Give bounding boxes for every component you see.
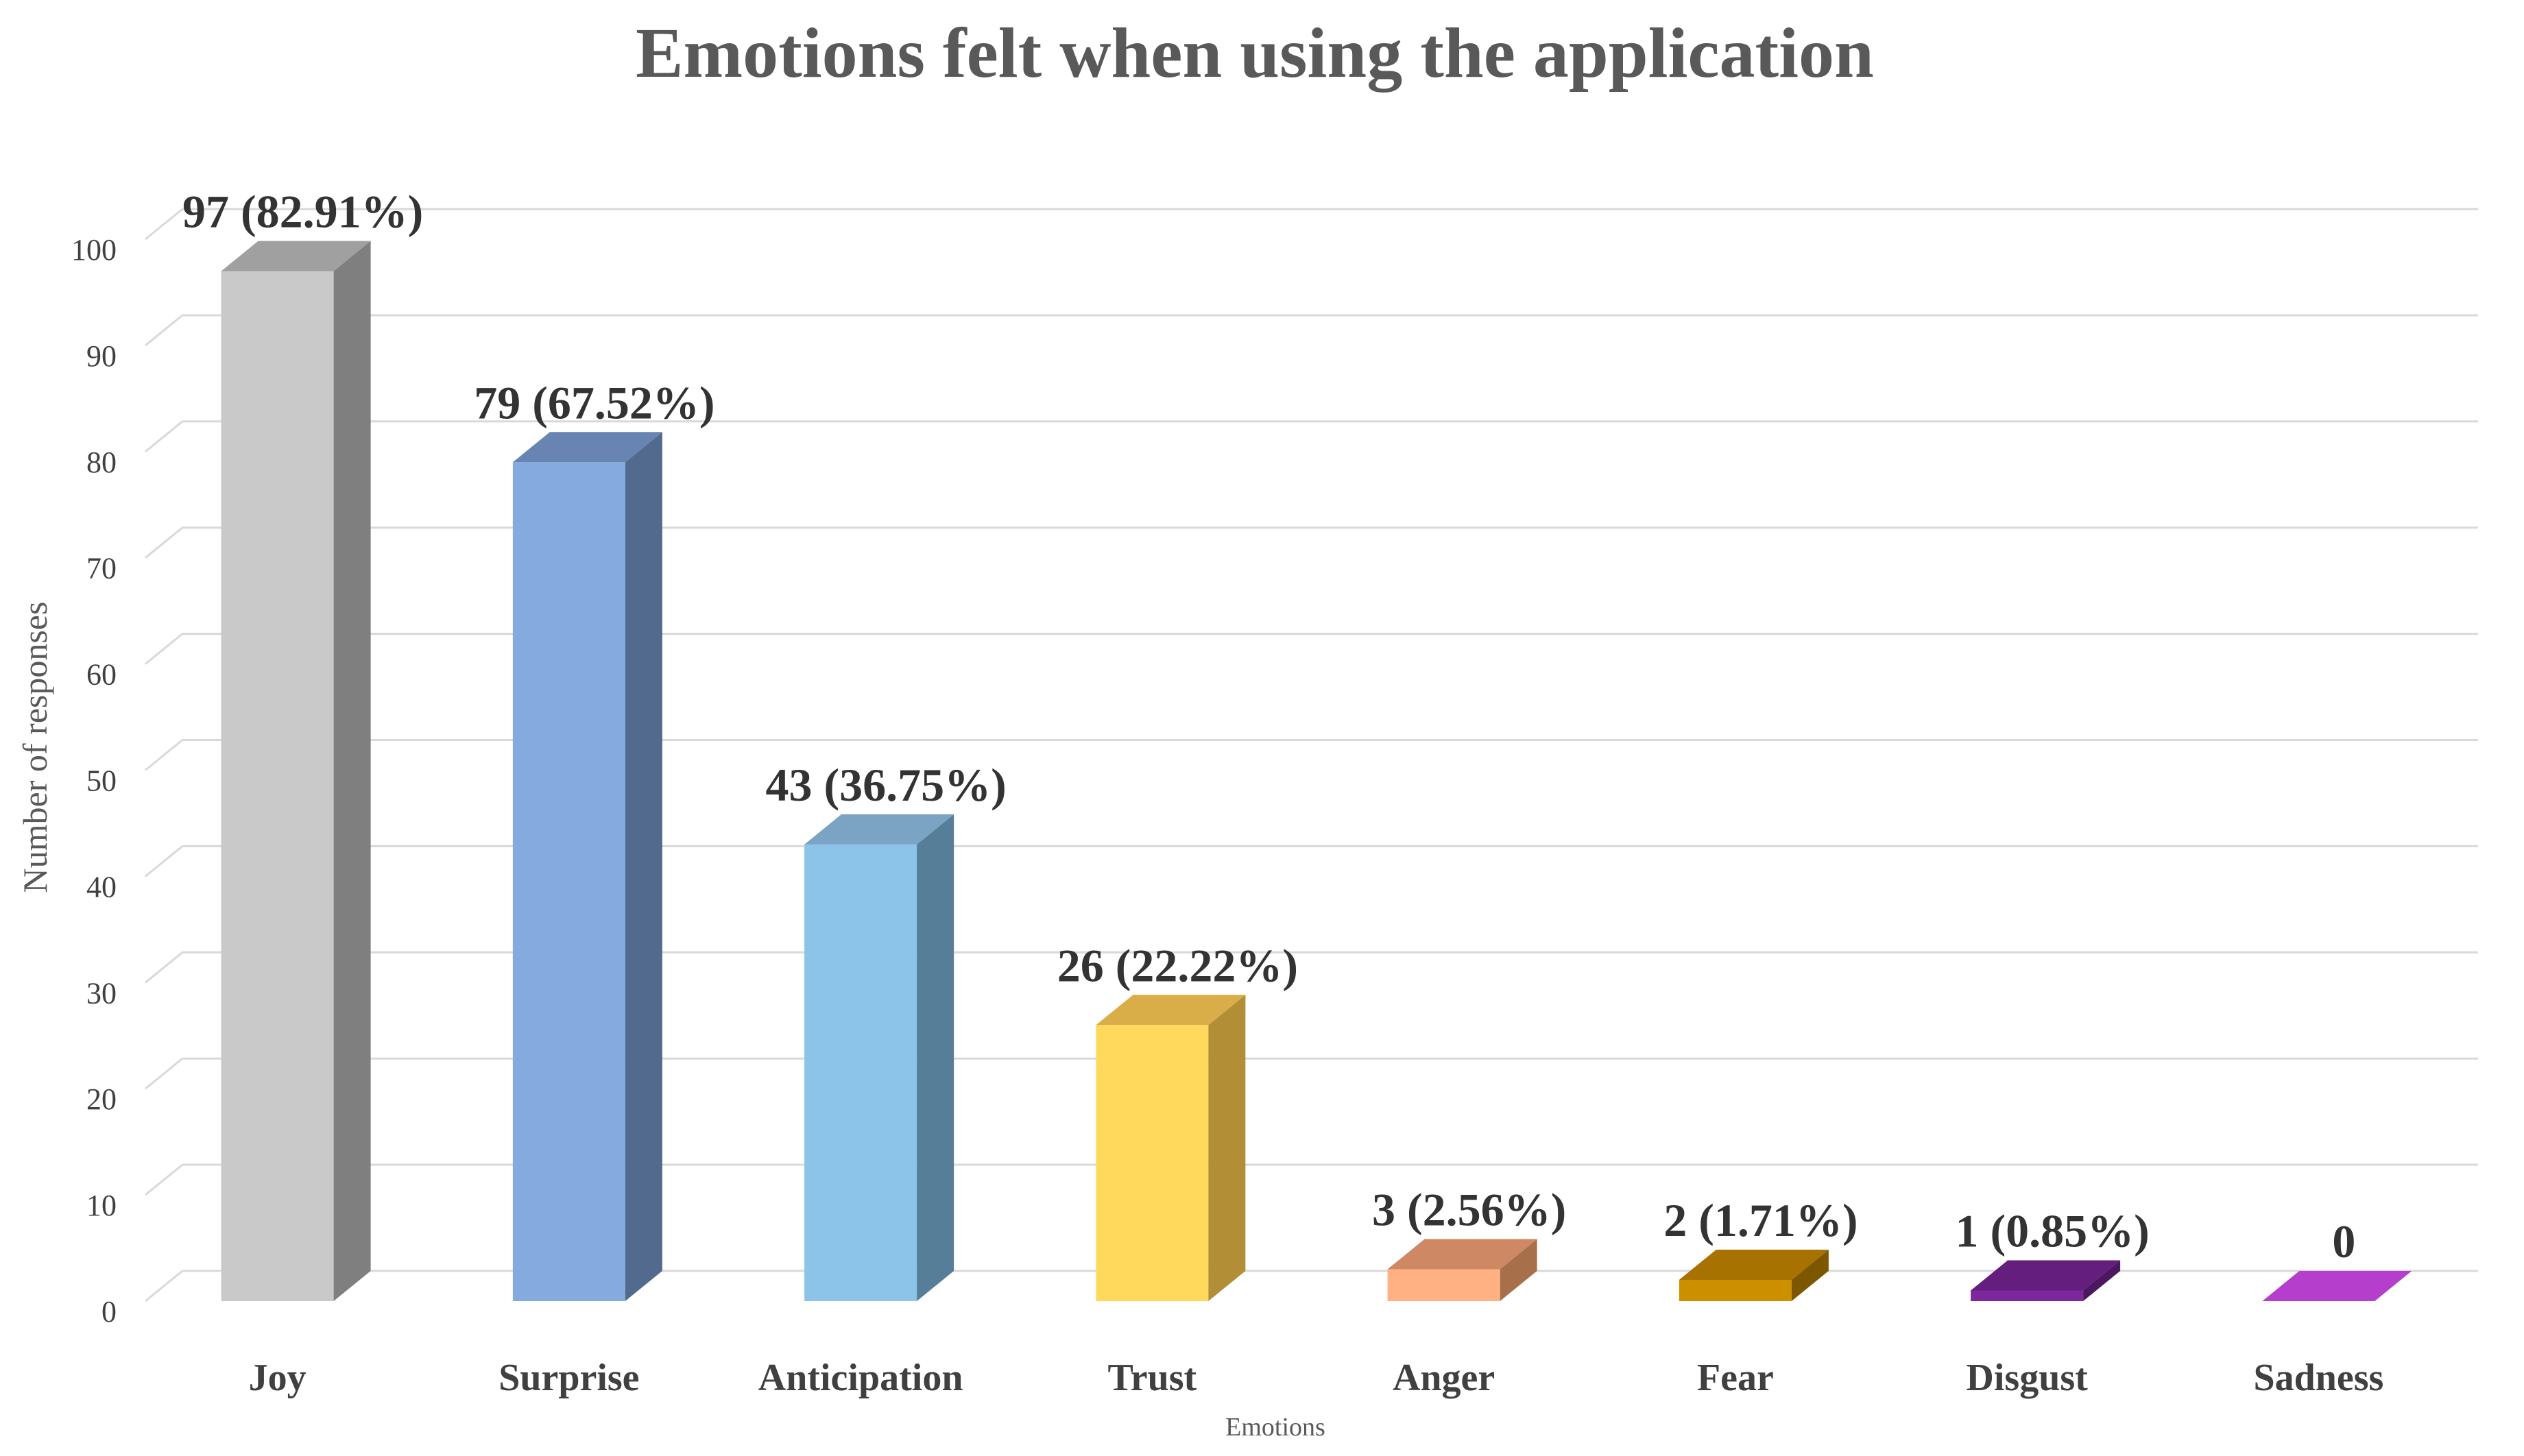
bar-fear [1679, 1250, 1829, 1301]
bar-side [917, 814, 954, 1301]
y-tick-label: 40 [86, 870, 117, 903]
x-category-label: Sadness [2253, 1357, 2383, 1399]
bar-front [1096, 1025, 1209, 1301]
gridline-diagonal [145, 208, 183, 241]
chart-title: Emotions felt when using the application [636, 14, 1874, 93]
bar-top [1387, 1239, 1537, 1270]
bar-top [804, 814, 954, 845]
bar-front [512, 462, 625, 1301]
gridline-diagonal [145, 1058, 183, 1090]
x-category-label: Disgust [1966, 1357, 2088, 1399]
data-label: 1 (0.85%) [1955, 1205, 2149, 1257]
bar-front [1387, 1269, 1500, 1301]
x-category-label: Surprise [498, 1357, 639, 1399]
bar-side [2083, 1260, 2121, 1301]
gridline-diagonal [145, 633, 183, 665]
bar-top [1096, 995, 1246, 1026]
bar-front [1971, 1290, 2084, 1301]
bar-anger [1387, 1239, 1537, 1301]
bar-top [1679, 1250, 1829, 1281]
y-tick-label: 10 [86, 1189, 117, 1222]
x-category-label: Joy [249, 1357, 307, 1399]
bar-surprise [512, 432, 662, 1301]
gridline-diagonal [145, 951, 183, 984]
data-label: 3 (2.56%) [1372, 1184, 1566, 1236]
bar-top [221, 241, 371, 271]
bar-front [804, 844, 917, 1301]
bar-disgust [1971, 1260, 2121, 1301]
data-label: 2 (1.71%) [1663, 1194, 1858, 1246]
y-axis-title: Number of responses [16, 602, 54, 893]
bar-front [1679, 1280, 1792, 1301]
data-labels: 97 (82.91%) 79 (67.52%) 43 (36.75%) 26 (22.… [182, 185, 2355, 1267]
bar-side [333, 241, 371, 1302]
y-tick-label: 20 [86, 1082, 117, 1116]
data-label: 0 [2332, 1215, 2355, 1267]
y-axis-ticks: 0 10 20 30 40 50 60 70 80 90 100 [71, 233, 117, 1328]
gridline-diagonal [145, 420, 183, 452]
x-category-label: Anticipation [758, 1357, 963, 1399]
bar-front [221, 271, 334, 1302]
bar-side [625, 432, 662, 1301]
y-tick-label: 80 [86, 446, 117, 479]
gridlines [145, 208, 2478, 1302]
gridline-diagonal [145, 526, 183, 559]
y-tick-label: 70 [86, 552, 117, 585]
y-tick-label: 0 [101, 1295, 117, 1328]
data-label: 97 (82.91%) [182, 185, 423, 237]
bar-side [1208, 995, 1246, 1301]
y-tick-label: 50 [86, 764, 117, 798]
gridline-diagonal [145, 845, 183, 877]
data-label: 43 (36.75%) [765, 759, 1006, 811]
bar-trust [1096, 995, 1246, 1301]
gridline-diagonal [145, 1163, 183, 1196]
x-category-label: Trust [1108, 1357, 1197, 1399]
x-category-label: Anger [1393, 1357, 1495, 1399]
x-category-label: Fear [1697, 1357, 1774, 1399]
gridline-diagonal [145, 739, 183, 771]
y-tick-label: 100 [71, 233, 117, 267]
y-tick-label: 30 [86, 976, 117, 1010]
bar-top [1971, 1260, 2121, 1291]
bars [221, 241, 2412, 1302]
bar-side [1500, 1239, 1537, 1301]
data-label: 79 (67.52%) [474, 376, 714, 428]
data-label: 26 (22.22%) [1057, 939, 1298, 991]
bar-sadness [2262, 1271, 2412, 1301]
bar-joy [221, 241, 371, 1302]
x-axis-categories: Joy Surprise Anticipation Trust Anger Fear Dis… [249, 1357, 2384, 1399]
gridline-diagonal [145, 314, 183, 347]
y-tick-label: 90 [86, 339, 117, 373]
y-tick-label: 60 [86, 658, 117, 692]
bar-anticipation [804, 814, 954, 1301]
gridline-diagonal [145, 1270, 183, 1302]
bar-top [2262, 1271, 2412, 1301]
bar-side [1791, 1250, 1829, 1301]
bar-top [512, 432, 662, 463]
x-axis-title: Emotions [1225, 1413, 1325, 1442]
